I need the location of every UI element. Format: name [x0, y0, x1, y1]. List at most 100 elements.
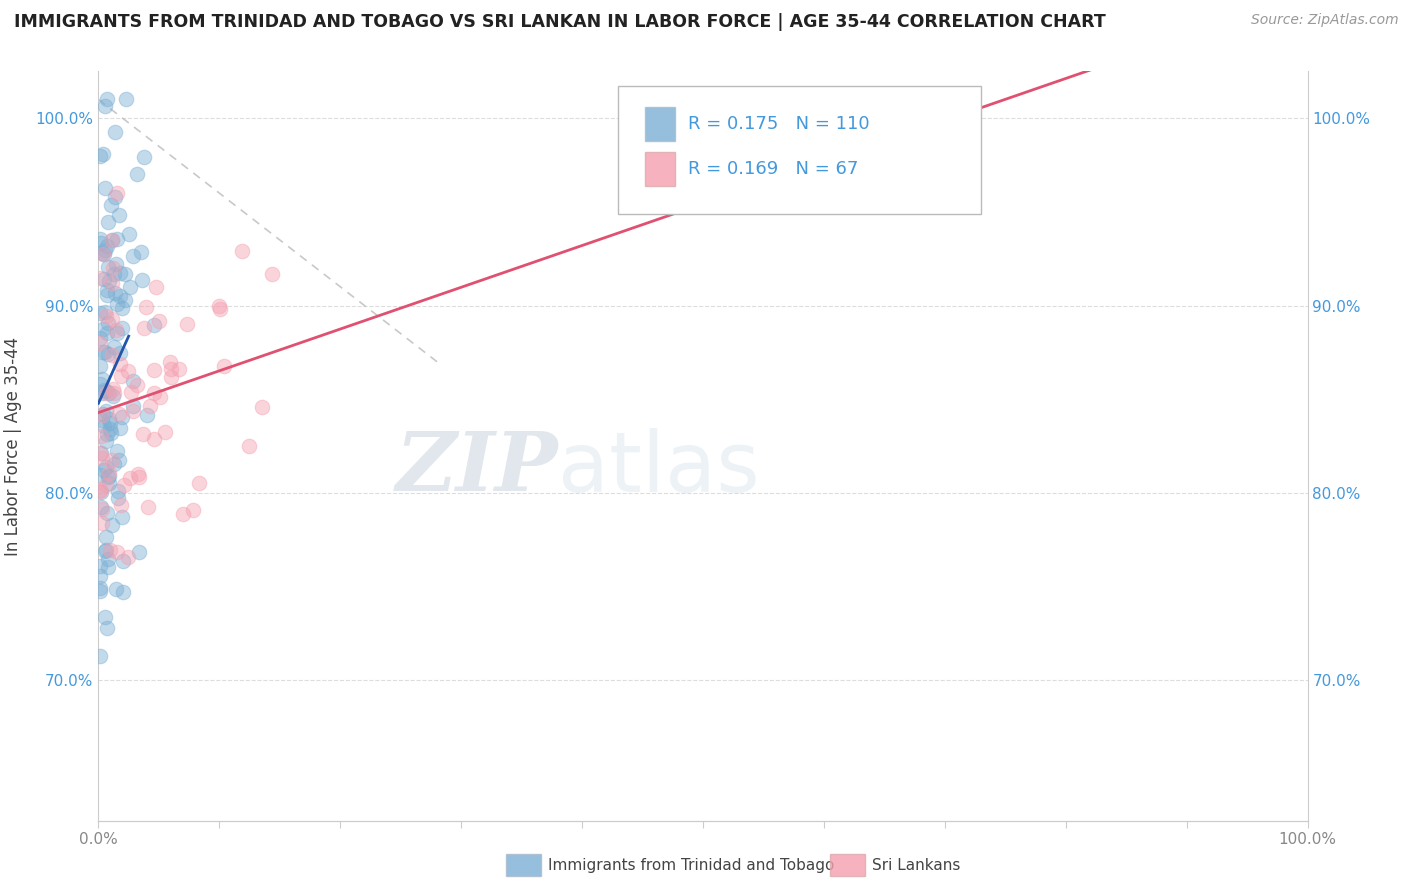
Point: [107, 453, 129, 467]
Point: [93, 345, 115, 359]
Point: [96, 403, 118, 417]
Point: [128, 545, 150, 559]
Point: [96, 530, 118, 544]
Point: [89, 468, 111, 483]
Bar: [645, 107, 675, 141]
Point: [90, 235, 112, 250]
Point: [100, 198, 122, 212]
Point: [93, 383, 115, 397]
Point: [149, 390, 172, 404]
Point: [114, 93, 136, 107]
Point: [105, 231, 128, 245]
Point: [214, 359, 236, 373]
Point: [112, 554, 135, 568]
Point: [132, 427, 155, 442]
Point: [90, 500, 112, 515]
Point: [112, 478, 135, 492]
Point: [97, 475, 120, 490]
Point: [89, 569, 111, 583]
Point: [100, 276, 122, 290]
Point: [98, 542, 121, 557]
Point: [100, 517, 122, 532]
Point: [98, 422, 121, 436]
Point: [89, 581, 111, 595]
Point: [89, 232, 111, 246]
Point: [96, 506, 118, 520]
Point: [89, 377, 111, 392]
Y-axis label: In Labor Force | Age 35-44: In Labor Force | Age 35-44: [4, 336, 21, 556]
Point: [136, 409, 159, 423]
Point: [91, 345, 114, 359]
Point: [122, 399, 145, 413]
Text: atlas: atlas: [558, 428, 759, 509]
Point: [94, 460, 117, 475]
Point: [110, 510, 132, 524]
Point: [143, 363, 166, 377]
Point: [93, 247, 115, 261]
Point: [94, 181, 117, 195]
Point: [118, 471, 141, 485]
Point: [108, 357, 131, 371]
Point: [181, 502, 204, 516]
Point: [172, 507, 194, 521]
Point: [105, 326, 128, 340]
Point: [104, 323, 127, 337]
Point: [132, 320, 155, 334]
Point: [105, 544, 128, 558]
Point: [89, 484, 111, 499]
Point: [90, 385, 112, 400]
Point: [90, 446, 112, 460]
Point: [238, 439, 260, 453]
Point: [108, 421, 131, 435]
Point: [97, 260, 120, 275]
Point: [110, 301, 132, 315]
Point: [89, 559, 111, 574]
Point: [100, 426, 122, 441]
Point: [89, 446, 111, 460]
Point: [93, 463, 115, 477]
Point: [94, 305, 117, 319]
Point: [93, 418, 115, 433]
Point: [118, 227, 141, 241]
Point: [117, 363, 139, 377]
Point: [91, 372, 114, 386]
Point: [103, 340, 125, 354]
Point: [136, 500, 159, 515]
Point: [160, 370, 183, 384]
Point: [142, 318, 165, 332]
Point: [110, 368, 132, 383]
Point: [89, 359, 111, 374]
Point: [105, 582, 128, 596]
Point: [94, 99, 117, 113]
Point: [96, 283, 118, 297]
Point: [104, 285, 127, 300]
Point: [97, 551, 120, 566]
FancyBboxPatch shape: [619, 87, 981, 214]
Point: [110, 346, 132, 360]
Point: [90, 413, 112, 427]
Point: [108, 408, 131, 422]
Point: [131, 272, 153, 286]
Text: ZIP: ZIP: [395, 428, 558, 508]
Point: [111, 321, 134, 335]
Point: [114, 293, 136, 307]
Point: [89, 305, 111, 319]
Point: [90, 485, 112, 500]
Point: [96, 288, 118, 302]
Point: [91, 407, 114, 421]
Point: [187, 475, 209, 490]
Point: [121, 403, 143, 417]
Point: [110, 288, 132, 302]
Point: [98, 416, 121, 430]
Point: [89, 335, 111, 350]
Text: IMMIGRANTS FROM TRINIDAD AND TOBAGO VS SRI LANKAN IN LABOR FORCE | AGE 35-44 COR: IMMIGRANTS FROM TRINIDAD AND TOBAGO VS S…: [14, 13, 1105, 31]
Point: [101, 347, 124, 361]
Point: [125, 378, 148, 392]
Point: [93, 272, 115, 286]
Bar: [645, 152, 675, 186]
Text: Sri Lankans: Sri Lankans: [872, 858, 960, 872]
Point: [91, 246, 114, 260]
Point: [101, 234, 124, 248]
Point: [139, 399, 162, 413]
Point: [97, 316, 120, 330]
